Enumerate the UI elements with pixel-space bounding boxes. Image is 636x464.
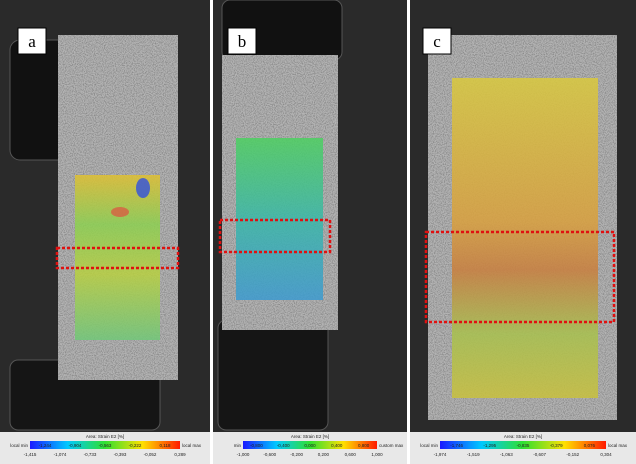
colorbar-right: local max <box>182 443 202 448</box>
strain-overlay <box>75 175 160 340</box>
divider <box>407 0 410 464</box>
colorbar-tick: 0,600 <box>345 452 357 457</box>
colorbar-tick: -0,222 <box>129 443 142 448</box>
colorbar-right: local max <box>608 443 628 448</box>
strain-overlay <box>452 78 598 398</box>
colorbar-tick: -0,400 <box>277 443 290 448</box>
figure: a Area: Strain E2 [%] local min local max -1… <box>0 0 636 464</box>
panel-label: a <box>28 32 36 51</box>
colorbar-tick: -0,052 <box>144 452 157 457</box>
colorbar-tick: -1,519 <box>467 452 480 457</box>
colorbar-left: local min <box>420 443 438 448</box>
grip <box>218 320 328 430</box>
colorbar-tick: 1,000 <box>371 452 383 457</box>
colorbar-tick: -1,063 <box>500 452 513 457</box>
strain-spot <box>136 178 150 198</box>
colorbar-tick: -0,800 <box>250 443 263 448</box>
colorbar-tick: 0,400 <box>331 443 343 448</box>
colorbar-title: Area: Strain E2 [%] <box>291 434 329 439</box>
colorbar-tick: -0,904 <box>69 443 82 448</box>
colorbar-tick: 0,304 <box>600 452 612 457</box>
colorbar-tick: -1,000 <box>237 452 250 457</box>
colorbar-tick: 0,289 <box>174 452 186 457</box>
colorbar-tick: -1,074 <box>54 452 67 457</box>
divider <box>210 0 213 464</box>
colorbar-title: Area: Strain E2 [%] <box>504 434 542 439</box>
colorbar-tick: -1,415 <box>24 452 37 457</box>
colorbar-tick: -1,244 <box>39 443 52 448</box>
colorbar-right: custom max <box>379 443 404 448</box>
colorbar-tick: 0,118 <box>160 443 171 448</box>
colorbar-tick: -0,607 <box>533 452 546 457</box>
colorbar-tick: -0,600 <box>263 452 276 457</box>
strain-spot <box>111 207 129 217</box>
colorbar-tick: 0,200 <box>318 452 330 457</box>
colorbar-tick: 0,800 <box>358 443 370 448</box>
strain-overlay <box>236 138 323 300</box>
colorbar-left: local min <box>10 443 28 448</box>
colorbar-title: Area: Strain E2 [%] <box>86 434 124 439</box>
colorbar-tick: -0,835 <box>517 443 530 448</box>
panel-label: c <box>433 32 441 51</box>
colorbar-tick: -0,563 <box>99 443 112 448</box>
colorbar-tick: -0,393 <box>114 452 127 457</box>
colorbar-left: min <box>234 443 242 448</box>
colorbar-tick: -0,733 <box>84 452 97 457</box>
colorbar-tick: 0,076 <box>584 443 596 448</box>
colorbar-tick: -1,295 <box>483 443 496 448</box>
colorbar-tick: -1,974 <box>434 452 447 457</box>
colorbar-tick: -1,746 <box>450 443 463 448</box>
colorbar-tick: -0,200 <box>290 452 303 457</box>
colorbar-tick: -0,379 <box>550 443 563 448</box>
colorbar-tick: 0,000 <box>304 443 316 448</box>
page: a Area: Strain E2 [%] local min local max -1… <box>0 0 636 464</box>
colorbar-tick: -0,152 <box>566 452 579 457</box>
panel-label: b <box>238 32 247 51</box>
